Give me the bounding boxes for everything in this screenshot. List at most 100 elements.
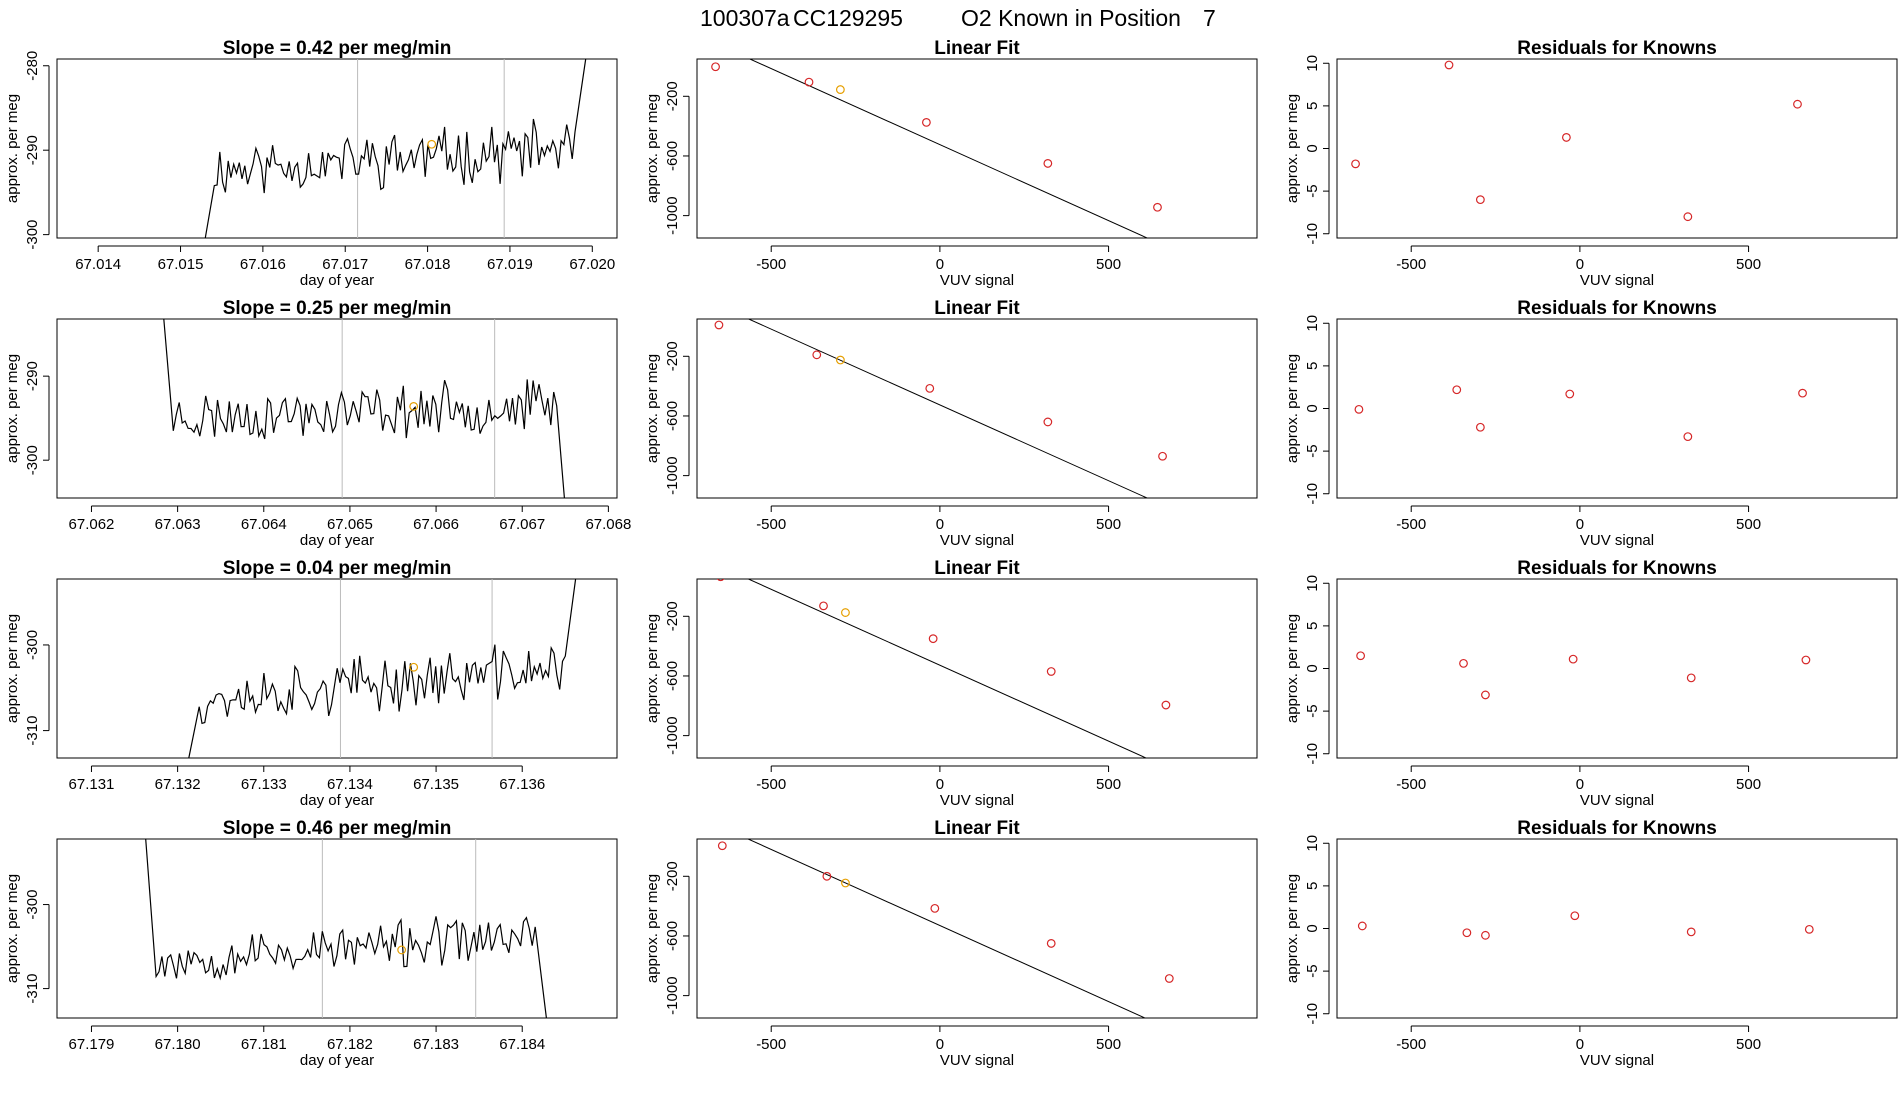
ts-4-x-tick-label: 67.184 bbox=[499, 1036, 545, 1053]
ts-3-x-tick-label: 67.136 bbox=[499, 776, 545, 793]
fit-3-data-point bbox=[1046, 667, 1056, 676]
fit-3-y-tick-label: -1000 bbox=[664, 716, 681, 754]
res-4-y-tick-label: 10 bbox=[1304, 835, 1321, 852]
panel-ts-4: Slope = 0.46 per meg/min 67.179 67.180 67.1… bbox=[4, 818, 618, 1069]
ts-1-y-tick-label: -280 bbox=[24, 51, 41, 81]
res-3-y-tick-label: 5 bbox=[1304, 622, 1321, 630]
fit-2-y-label: approx. per meg bbox=[644, 354, 661, 463]
fit-4-title: Linear Fit bbox=[934, 818, 1020, 839]
fit-4-plot-area bbox=[717, 839, 1174, 1018]
res-1-y-label: approx. per meg bbox=[1284, 94, 1301, 203]
res-3-y-tick-label: 10 bbox=[1304, 575, 1321, 592]
fit-2-data-point bbox=[1158, 451, 1167, 461]
res-3-data-point bbox=[1459, 658, 1468, 668]
ts-1-x-tick-label: 67.018 bbox=[405, 256, 451, 273]
title-position: 7 bbox=[1203, 5, 1216, 31]
res-3-plot-area bbox=[1356, 651, 1811, 700]
fit-2-title: Linear Fit bbox=[934, 298, 1020, 319]
fit-2-highlight-point bbox=[835, 355, 845, 365]
figure-title: 100307a CC129295 O2 Known in Position 7 bbox=[700, 5, 1216, 31]
fit-3-plot-area bbox=[716, 579, 1171, 758]
fit-1-data-point bbox=[804, 77, 814, 87]
fit-3-frame bbox=[696, 578, 1258, 759]
res-4-y-tick-label: 5 bbox=[1304, 882, 1321, 890]
ts-2-plot-area bbox=[163, 319, 565, 498]
res-2-y-tick-label: 0 bbox=[1304, 404, 1321, 412]
res-1-y-tick-label: 0 bbox=[1304, 144, 1321, 152]
ts-4-y-tick-label: -310 bbox=[24, 974, 41, 1004]
ts-1-y-axis: -300 -290 -280 bbox=[24, 51, 50, 250]
ts-2-y-label: approx. per meg bbox=[4, 354, 21, 463]
fit-4-y-axis: -1000 -600 -200 bbox=[664, 861, 690, 1015]
fit-3-y-label: approx. per meg bbox=[644, 614, 661, 723]
panel-fit-2: Linear Fit -500 0 500 VUV signal -1000 -600 -20… bbox=[644, 298, 1258, 549]
res-4-y-tick-label: -10 bbox=[1304, 1003, 1321, 1025]
ts-3-x-tick-label: 67.133 bbox=[241, 776, 287, 793]
res-1-data-point bbox=[1475, 195, 1485, 205]
ts-3-highlight-point bbox=[409, 662, 419, 672]
res-4-x-tick-label: 0 bbox=[1576, 1036, 1584, 1053]
ts-4-title: Slope = 0.46 per meg/min bbox=[223, 818, 452, 839]
fit-4-data-point bbox=[717, 841, 727, 851]
fit-1-x-tick-label: 500 bbox=[1096, 256, 1121, 273]
res-2-x-tick-label: -500 bbox=[1396, 516, 1426, 533]
ts-2-x-label: day of year bbox=[300, 532, 374, 549]
fit-3-x-label: VUV signal bbox=[940, 792, 1014, 809]
fit-1-y-tick-label: -200 bbox=[664, 81, 681, 111]
res-2-data-point bbox=[1354, 404, 1364, 414]
ts-3-y-axis: -310 -300 bbox=[24, 630, 50, 746]
ts-2-x-tick-label: 67.066 bbox=[413, 516, 459, 533]
ts-1-x-tick-label: 67.016 bbox=[240, 256, 286, 273]
res-3-title: Residuals for Knowns bbox=[1517, 558, 1717, 579]
res-3-x-tick-label: 500 bbox=[1736, 776, 1761, 793]
panel-res-4: Residuals for Knowns -500 0 500 VUV signal -1… bbox=[1284, 818, 1898, 1069]
res-3-x-axis: -500 0 500 bbox=[1396, 765, 1761, 793]
ts-2-x-tick-label: 67.067 bbox=[499, 516, 545, 533]
ts-4-frame bbox=[56, 838, 618, 1019]
fit-2-data-point bbox=[1043, 417, 1053, 427]
res-2-data-point bbox=[1683, 432, 1693, 442]
res-2-y-axis: -10 -5 0 5 10 bbox=[1304, 315, 1330, 505]
res-2-x-tick-label: 500 bbox=[1736, 516, 1761, 533]
fit-3-data-point bbox=[716, 579, 725, 582]
res-3-y-tick-label: -10 bbox=[1304, 743, 1321, 765]
fit-3-x-tick-label: 500 bbox=[1096, 776, 1121, 793]
ts-3-x-label: day of year bbox=[300, 792, 374, 809]
fit-4-y-tick-label: -200 bbox=[664, 861, 681, 891]
ts-3-title: Slope = 0.04 per meg/min bbox=[223, 558, 452, 579]
res-4-x-tick-label: -500 bbox=[1396, 1036, 1426, 1053]
fit-3-x-tick-label: 0 bbox=[936, 776, 944, 793]
ts-4-y-axis: -310 -300 bbox=[24, 890, 50, 1004]
ts-2-x-tick-label: 67.063 bbox=[155, 516, 201, 533]
res-4-x-axis: -500 0 500 bbox=[1396, 1025, 1761, 1053]
res-1-data-point bbox=[1561, 133, 1571, 142]
ts-1-frame bbox=[56, 58, 618, 239]
ts-1-x-tick-label: 67.017 bbox=[322, 256, 368, 273]
ts-1-highlight-point bbox=[427, 139, 437, 149]
res-4-x-tick-label: 500 bbox=[1736, 1036, 1761, 1053]
res-4-frame bbox=[1336, 838, 1898, 1019]
fit-4-x-label: VUV signal bbox=[940, 1052, 1014, 1069]
fit-3-fit-line bbox=[747, 579, 1148, 758]
panel-fit-4: Linear Fit -500 0 500 VUV signal -1000 -600 -20… bbox=[644, 818, 1258, 1069]
fit-2-x-tick-label: 0 bbox=[936, 516, 944, 533]
panel-res-3: Residuals for Knowns -500 0 500 VUV signal -1… bbox=[1284, 558, 1898, 809]
fit-3-highlight-point bbox=[841, 608, 850, 617]
res-1-x-tick-label: 500 bbox=[1736, 256, 1761, 273]
fit-2-y-tick-label: -200 bbox=[664, 341, 681, 371]
ts-1-plot-area bbox=[204, 59, 587, 238]
res-1-y-tick-label: 10 bbox=[1304, 55, 1321, 72]
title-run: 100307a bbox=[700, 5, 790, 31]
res-4-x-label: VUV signal bbox=[1580, 1052, 1654, 1069]
res-1-y-tick-label: -10 bbox=[1304, 223, 1321, 245]
ts-2-y-tick-label: -290 bbox=[24, 361, 41, 391]
fit-1-title: Linear Fit bbox=[934, 38, 1020, 59]
ts-4-x-axis: 67.179 67.180 67.181 67.182 67.183 67.184 bbox=[69, 1025, 545, 1053]
res-4-y-tick-label: -5 bbox=[1304, 964, 1321, 977]
fit-1-plot-area bbox=[711, 59, 1162, 238]
ts-3-plot-area bbox=[188, 579, 577, 758]
ts-4-plot-area bbox=[145, 839, 547, 1018]
fit-1-data-point bbox=[1043, 159, 1053, 168]
